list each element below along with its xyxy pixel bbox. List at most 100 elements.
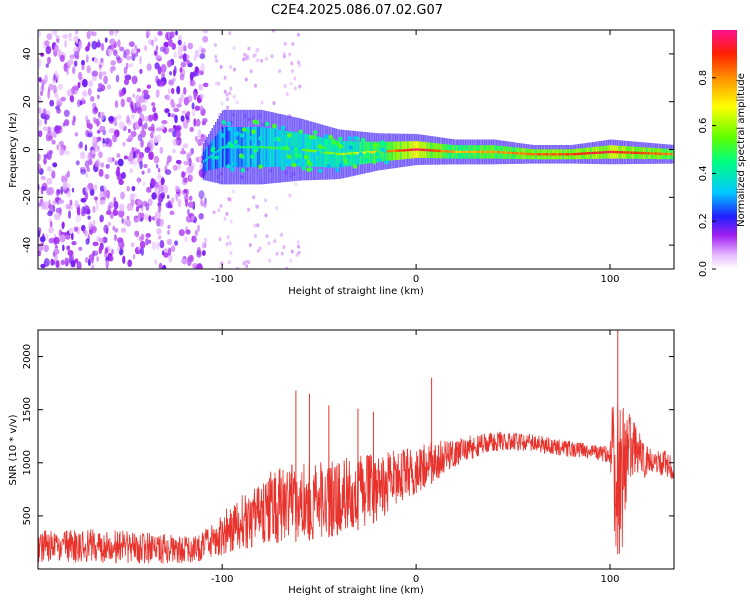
- noise-speckle: [114, 160, 119, 166]
- noise-speckle: [199, 93, 204, 100]
- ridge-blob: [294, 153, 300, 158]
- ridge-blob: [373, 143, 378, 148]
- noise-speckle: [181, 110, 187, 115]
- noise-speckle: [177, 198, 182, 208]
- noise-speckle: [161, 124, 165, 130]
- ridge-core: [600, 151, 603, 154]
- noise-speckle: [187, 42, 194, 50]
- noise-speckle: [114, 30, 118, 37]
- ridge-core: [464, 150, 467, 154]
- noise-speckle: [137, 200, 144, 205]
- noise-speckle: [235, 100, 239, 105]
- noise-speckle: [197, 129, 201, 137]
- noise-speckle: [254, 204, 258, 209]
- noise-speckle: [112, 133, 118, 143]
- y-tick-label: -20: [22, 189, 33, 205]
- noise-speckle: [44, 115, 47, 125]
- noise-speckle: [71, 232, 74, 241]
- colorbar-gradient: [712, 30, 737, 269]
- noise-speckle: [69, 54, 76, 60]
- noise-speckle: [114, 234, 117, 242]
- noise-speckle: [145, 237, 149, 246]
- noise-speckle: [183, 96, 190, 106]
- noise-speckle: [179, 67, 183, 73]
- noise-speckle: [153, 155, 160, 164]
- noise-speckle: [154, 213, 158, 222]
- ridge-core: [312, 149, 315, 153]
- noise-speckle: [212, 210, 216, 215]
- noise-speckle: [218, 112, 221, 117]
- ridge-core: [342, 152, 344, 156]
- noise-speckle: [217, 81, 221, 86]
- noise-speckle: [80, 197, 87, 203]
- noise-speckle: [198, 83, 203, 91]
- ridge-core: [293, 147, 296, 151]
- noise-speckle: [93, 184, 98, 191]
- ridge-core: [424, 148, 426, 152]
- noise-speckle: [296, 240, 300, 245]
- ridge-core: [475, 150, 477, 154]
- noise-speckle: [68, 36, 72, 42]
- noise-speckle: [289, 81, 293, 86]
- noise-speckle: [199, 53, 206, 60]
- noise-speckle: [62, 181, 68, 191]
- ridge-core: [544, 153, 547, 156]
- noise-speckle: [85, 172, 89, 178]
- ridge-core: [625, 151, 627, 154]
- noise-speckle: [175, 124, 182, 132]
- noise-speckle: [219, 64, 223, 69]
- ridge-core: [206, 157, 208, 161]
- ridge-core: [332, 152, 334, 155]
- ridge-core: [471, 150, 474, 154]
- noise-speckle: [171, 77, 176, 82]
- noise-speckle: [49, 150, 53, 155]
- ridge-core: [448, 150, 451, 153]
- noise-speckle: [107, 157, 114, 163]
- noise-speckle: [125, 48, 130, 56]
- noise-speckle: [118, 209, 125, 218]
- noise-speckle: [100, 199, 106, 205]
- noise-speckle: [42, 126, 49, 132]
- noise-speckle: [229, 219, 233, 224]
- noise-speckle: [48, 226, 54, 234]
- ridge-core: [654, 152, 657, 155]
- noise-speckle: [153, 50, 158, 56]
- ridge-core: [202, 160, 205, 163]
- noise-speckle: [280, 232, 284, 237]
- noise-speckle: [54, 44, 59, 53]
- noise-speckle: [116, 114, 122, 120]
- noise-speckle: [168, 128, 175, 133]
- noise-speckle: [48, 204, 55, 210]
- noise-speckle: [38, 76, 42, 83]
- ridge-core: [445, 150, 447, 153]
- noise-speckle: [51, 30, 57, 35]
- noise-speckle: [147, 139, 154, 149]
- noise-speckle: [167, 247, 172, 256]
- ridge-core: [319, 150, 322, 154]
- noise-speckle: [61, 221, 65, 229]
- ridge-core: [562, 153, 564, 156]
- ridge-blob: [226, 121, 232, 127]
- noise-speckle: [157, 30, 163, 36]
- ridge-core: [548, 153, 550, 156]
- noise-speckle: [73, 86, 79, 91]
- noise-speckle: [118, 239, 125, 249]
- noise-speckle: [54, 253, 58, 262]
- ridge-core: [391, 149, 393, 153]
- noise-speckle: [38, 153, 41, 162]
- noise-speckle: [105, 227, 109, 235]
- noise-speckle: [55, 260, 60, 268]
- ridge-core: [546, 153, 549, 156]
- noise-speckle: [148, 215, 152, 223]
- noise-speckle: [109, 38, 116, 45]
- ridge-core: [633, 151, 636, 154]
- noise-speckle: [242, 261, 246, 266]
- noise-speckle: [198, 156, 202, 163]
- ridge-core: [588, 152, 591, 155]
- spectrogram-y-ticks: -40 -20 0 20 40: [22, 48, 674, 253]
- ridge-core: [611, 150, 613, 154]
- ridge-blob: [315, 150, 321, 156]
- ridge-core: [272, 146, 275, 149]
- noise-speckle: [81, 206, 86, 214]
- ridge-blob: [254, 120, 260, 125]
